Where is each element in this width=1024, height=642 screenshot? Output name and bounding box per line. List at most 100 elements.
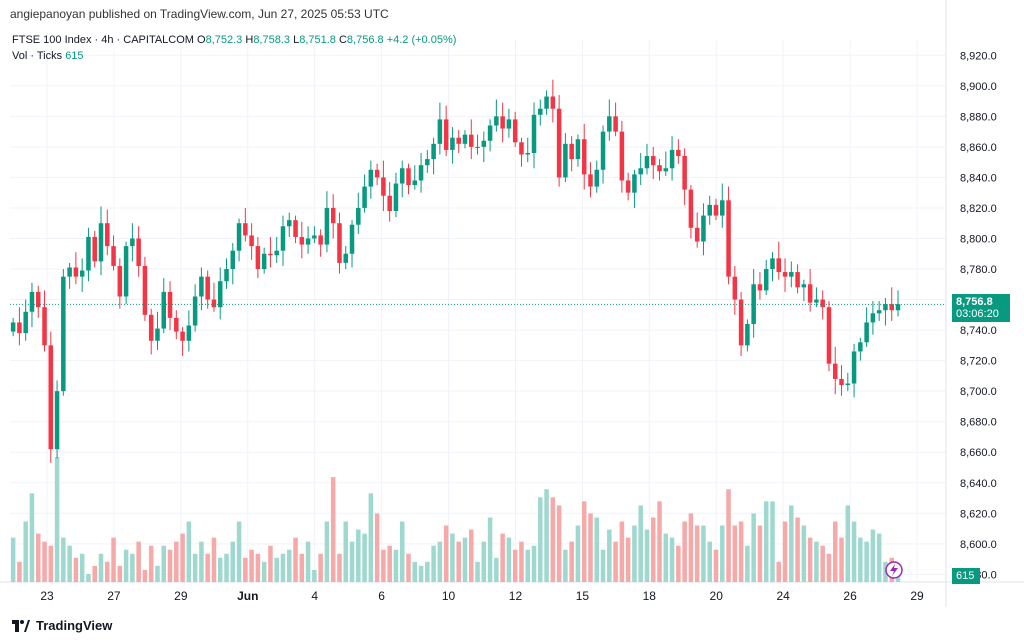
volume-bar [588, 513, 593, 582]
volume-bar [738, 521, 744, 582]
volume-label[interactable]: Vol · Ticks [12, 50, 63, 62]
candle-body [230, 250, 236, 270]
volume-bar [142, 569, 148, 582]
candle-body [632, 174, 637, 193]
candles [10, 79, 901, 463]
volume-bar [17, 561, 22, 582]
candle-body [199, 276, 204, 297]
volume-bar [519, 541, 524, 582]
volume-bar [23, 521, 28, 582]
time-tick-label: Jun [237, 589, 258, 603]
volume-bar [619, 521, 625, 582]
candle-body [531, 114, 537, 153]
footer-brand[interactable]: TradingView [36, 618, 113, 633]
symbol-label[interactable]: FTSE 100 Index · 4h · CAPITALCOM [12, 34, 194, 46]
volume-bar [832, 521, 838, 582]
volume-bar [399, 521, 405, 582]
bar-countdown: 03:06:20 [956, 308, 999, 320]
candle-body [512, 119, 518, 143]
candle-body [67, 267, 72, 277]
candle-body [343, 253, 349, 263]
volume-bar [481, 541, 487, 582]
volume-bar [54, 457, 60, 582]
volume-tag-value: 615 [956, 570, 975, 582]
volume-bar [35, 533, 41, 582]
volume-bar [644, 529, 650, 582]
candle-body [544, 96, 549, 109]
alert-icon[interactable] [885, 561, 903, 579]
change-value: +4.2 (+0.05%) [386, 34, 457, 46]
candle-body [688, 189, 694, 228]
candle-body [487, 125, 493, 141]
candle-body [211, 299, 217, 308]
candle-body [883, 304, 888, 311]
candle-body [776, 258, 782, 273]
candle-body [123, 246, 129, 297]
candle-body [726, 200, 731, 277]
volume-bar [581, 501, 587, 582]
candle-body [79, 270, 85, 277]
volume-bar [713, 549, 719, 582]
candle-body [23, 311, 28, 334]
candle-body [839, 378, 844, 386]
volume-bar [563, 549, 568, 582]
volume-bar [443, 525, 449, 582]
candle-body [701, 215, 706, 242]
volume-bar [550, 497, 556, 582]
volume-bar [324, 521, 330, 582]
candle-body [475, 146, 480, 148]
price-tick-label: 8,720.0 [960, 356, 997, 368]
candle-body [42, 307, 47, 346]
volume-bar [776, 561, 782, 582]
candle-body [324, 207, 330, 245]
volume-bar [274, 557, 279, 582]
footer: TradingView [12, 618, 112, 633]
volume-bar [418, 565, 424, 582]
candle-body [820, 299, 825, 308]
candle-body [174, 317, 179, 332]
time-tick-label: 23 [40, 589, 54, 603]
volume-bar [676, 545, 681, 582]
candle-body [494, 116, 499, 126]
volume-bar [795, 517, 800, 582]
time-axis[interactable]: 23 27 29 Jun 4 6 10 12 15 18 20 24 26 29 [40, 589, 924, 603]
candle-body [255, 246, 261, 270]
time-tick-label: 29 [910, 589, 924, 603]
candle-body [305, 238, 311, 245]
volume-bar [48, 545, 54, 582]
candle-body [330, 207, 336, 224]
volume-bar [10, 537, 16, 582]
volume-bar [613, 541, 618, 582]
candle-body [280, 226, 286, 251]
volume-bar [199, 541, 204, 582]
volume-bar [312, 569, 317, 582]
candle-body [17, 322, 22, 334]
high-value: 8,758.3 [253, 34, 291, 46]
candle-body [738, 299, 744, 346]
candle-body [575, 139, 581, 160]
price-axis[interactable]: 8,920.0 8,900.0 8,880.0 8,860.0 8,840.0 8,820… [960, 50, 997, 581]
volume-bar [487, 517, 493, 582]
candle-body [443, 119, 449, 150]
candle-body [550, 96, 556, 109]
volume-bar [594, 517, 600, 582]
candle-body [437, 119, 443, 144]
volume-bars [10, 457, 901, 582]
candle-body [625, 180, 631, 193]
volume-bar [86, 573, 91, 582]
time-tick-label: 18 [643, 589, 657, 603]
volume-bar [632, 525, 637, 582]
candle-body [657, 165, 662, 172]
volume-bar [261, 561, 267, 582]
time-tick-label: 15 [576, 589, 590, 603]
volume-bar [343, 521, 349, 582]
candle-body [795, 272, 800, 288]
candle-body [807, 284, 813, 303]
volume-bar [569, 541, 574, 582]
candle-body [337, 223, 342, 263]
volume-bar [243, 557, 248, 582]
volume-bar [450, 533, 455, 582]
volume-bar [79, 553, 85, 582]
volume-bar [268, 545, 273, 582]
